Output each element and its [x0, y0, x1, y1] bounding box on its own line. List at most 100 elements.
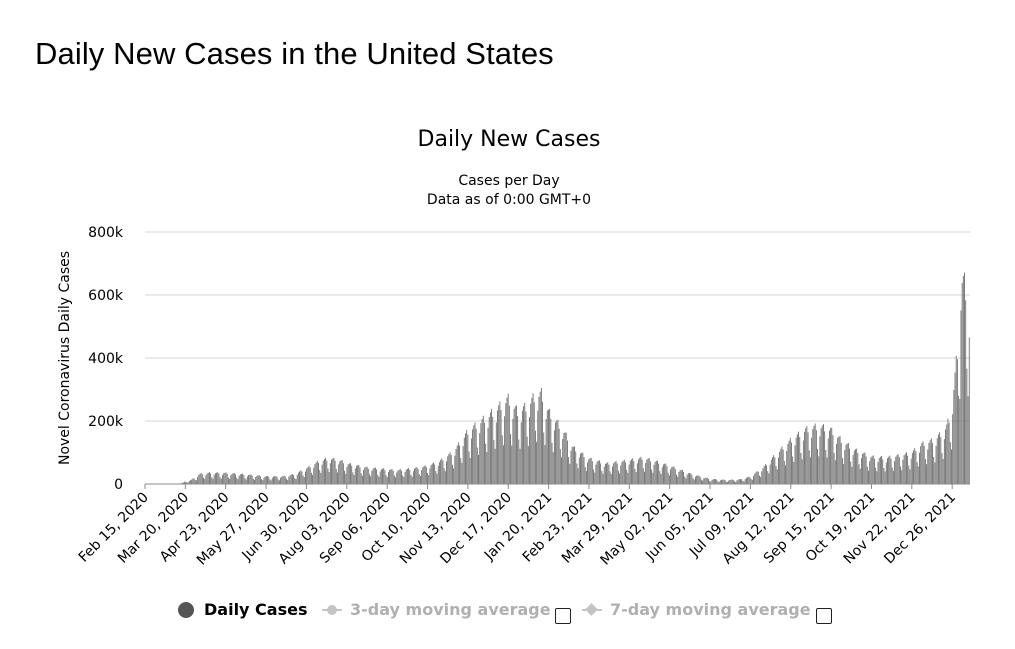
daily-cases-bar[interactable]: [550, 418, 552, 484]
daily-cases-bar[interactable]: [313, 467, 315, 484]
daily-cases-bar[interactable]: [188, 481, 190, 484]
daily-cases-bar[interactable]: [836, 443, 837, 484]
daily-cases-bar[interactable]: [716, 479, 718, 484]
daily-cases-bar[interactable]: [248, 475, 250, 484]
daily-cases-bar[interactable]: [866, 466, 868, 484]
daily-cases-bar[interactable]: [795, 437, 797, 484]
daily-cases-bar[interactable]: [444, 471, 446, 484]
daily-cases-bar[interactable]: [961, 282, 963, 484]
daily-cases-bar[interactable]: [600, 463, 602, 484]
daily-cases-bar[interactable]: [698, 475, 700, 484]
daily-cases-bar[interactable]: [642, 468, 644, 484]
daily-cases-bar[interactable]: [335, 469, 337, 484]
daily-cases-bar[interactable]: [655, 460, 657, 484]
daily-cases-bar[interactable]: [293, 475, 295, 484]
daily-cases-bar[interactable]: [705, 477, 707, 484]
daily-cases-bar[interactable]: [955, 355, 957, 484]
daily-cases-bar[interactable]: [838, 436, 840, 484]
daily-cases-bar[interactable]: [911, 453, 913, 484]
daily-cases-bar[interactable]: [924, 459, 926, 484]
daily-cases-bar[interactable]: [358, 464, 360, 484]
daily-cases-bar[interactable]: [521, 410, 523, 484]
daily-cases-bar[interactable]: [865, 456, 867, 484]
daily-cases-bar[interactable]: [526, 436, 528, 484]
daily-cases-bar[interactable]: [685, 478, 687, 484]
daily-cases-bar[interactable]: [423, 466, 425, 484]
legend-item-3-day-moving-average[interactable]: 3-day moving average: [322, 600, 551, 619]
daily-cases-bar[interactable]: [649, 461, 651, 484]
daily-cases-bar[interactable]: [794, 445, 796, 484]
daily-cases-bar[interactable]: [798, 431, 800, 484]
daily-cases-bar[interactable]: [491, 409, 493, 484]
daily-cases-bar[interactable]: [231, 473, 233, 484]
daily-cases-bar[interactable]: [767, 471, 769, 484]
daily-cases-bar[interactable]: [314, 464, 316, 484]
daily-cases-bar[interactable]: [868, 470, 869, 484]
daily-cases-bar[interactable]: [791, 442, 792, 484]
daily-cases-bar[interactable]: [594, 472, 596, 484]
daily-cases-bar[interactable]: [192, 478, 194, 484]
daily-cases-bar[interactable]: [644, 471, 645, 484]
daily-cases-bar[interactable]: [551, 442, 553, 484]
daily-cases-bar[interactable]: [672, 466, 674, 484]
daily-cases-bar[interactable]: [585, 471, 587, 484]
daily-cases-bar[interactable]: [527, 446, 529, 484]
daily-cases-bar[interactable]: [564, 432, 566, 485]
daily-cases-bar[interactable]: [414, 468, 415, 484]
daily-cases-bar[interactable]: [638, 459, 639, 484]
daily-cases-bar[interactable]: [361, 475, 363, 484]
daily-cases-bar[interactable]: [856, 448, 858, 484]
daily-cases-bar[interactable]: [388, 472, 389, 484]
daily-cases-bar[interactable]: [681, 469, 683, 484]
daily-cases-bar[interactable]: [806, 426, 808, 484]
daily-cases-bar[interactable]: [534, 430, 536, 484]
daily-cases-bar[interactable]: [185, 481, 187, 484]
daily-cases-bar[interactable]: [460, 458, 462, 484]
daily-cases-bar[interactable]: [851, 466, 853, 484]
daily-cases-bar[interactable]: [577, 468, 579, 484]
daily-cases-bar[interactable]: [939, 432, 941, 484]
daily-cases-bar[interactable]: [508, 405, 510, 484]
daily-cases-bar[interactable]: [410, 474, 412, 484]
daily-cases-bar[interactable]: [327, 468, 329, 484]
daily-cases-bar[interactable]: [434, 464, 436, 484]
daily-cases-bar[interactable]: [781, 446, 783, 484]
daily-cases-bar[interactable]: [288, 476, 290, 484]
daily-cases-bar[interactable]: [690, 473, 692, 484]
daily-cases-bar[interactable]: [479, 433, 481, 484]
daily-cases-bar[interactable]: [755, 472, 757, 484]
daily-cases-bar[interactable]: [677, 476, 679, 484]
daily-cases-bar[interactable]: [405, 469, 407, 484]
daily-cases-bar[interactable]: [181, 482, 183, 484]
daily-cases-bar[interactable]: [449, 452, 451, 484]
daily-cases-bar[interactable]: [728, 480, 730, 484]
daily-cases-bar[interactable]: [881, 455, 882, 484]
daily-cases-bar[interactable]: [715, 479, 717, 484]
daily-cases-bar[interactable]: [339, 461, 341, 484]
daily-cases-bar[interactable]: [664, 463, 666, 484]
daily-cases-bar[interactable]: [216, 472, 218, 484]
daily-cases-bar[interactable]: [513, 408, 515, 484]
daily-cases-bar[interactable]: [318, 462, 319, 484]
daily-cases-bar[interactable]: [438, 462, 440, 484]
daily-cases-bar[interactable]: [250, 474, 252, 484]
daily-cases-bar[interactable]: [350, 463, 351, 484]
daily-cases-bar[interactable]: [443, 468, 445, 484]
daily-cases-bar[interactable]: [269, 479, 271, 484]
daily-cases-bar[interactable]: [942, 458, 944, 484]
daily-cases-bar[interactable]: [889, 455, 891, 484]
daily-cases-bar[interactable]: [869, 461, 871, 484]
daily-cases-bar[interactable]: [635, 472, 637, 484]
daily-cases-bar[interactable]: [590, 457, 592, 484]
daily-cases-bar[interactable]: [891, 467, 893, 484]
daily-cases-bar[interactable]: [870, 457, 872, 484]
daily-cases-bar[interactable]: [497, 410, 498, 484]
daily-cases-bar[interactable]: [377, 474, 379, 484]
daily-cases-bar[interactable]: [855, 449, 856, 484]
daily-cases-bar[interactable]: [615, 461, 617, 484]
daily-cases-bar[interactable]: [789, 437, 791, 484]
daily-cases-bar[interactable]: [901, 470, 903, 484]
daily-cases-bar[interactable]: [665, 463, 667, 484]
daily-cases-bar[interactable]: [929, 440, 931, 484]
daily-cases-bar[interactable]: [813, 425, 815, 484]
